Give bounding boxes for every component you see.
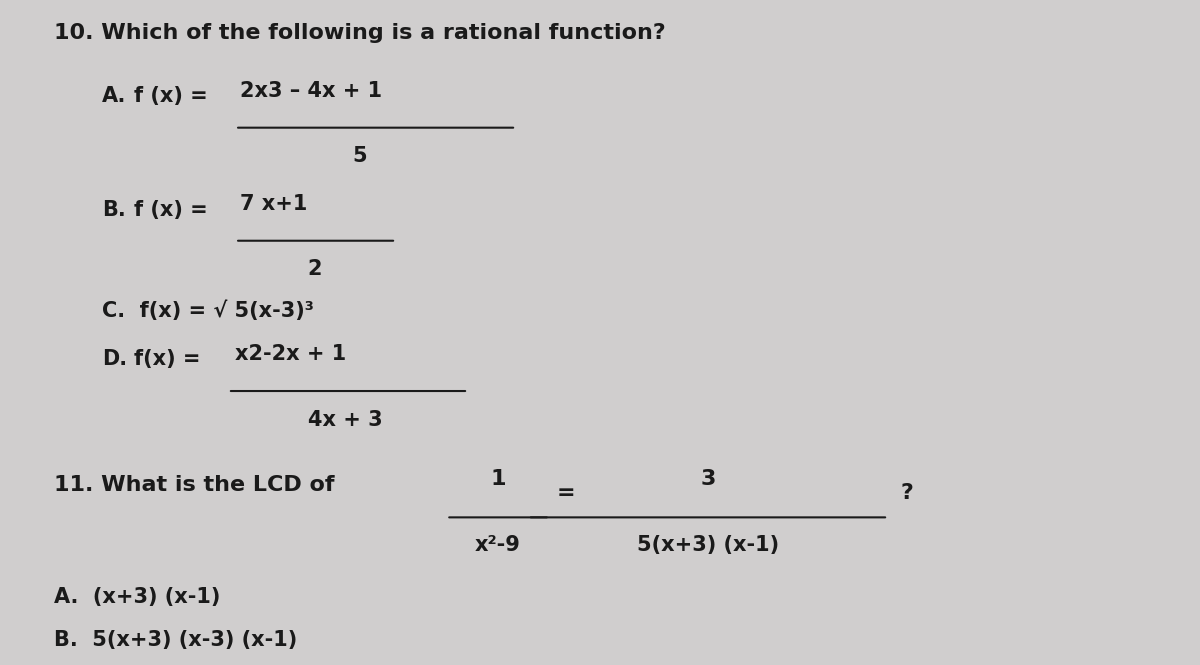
Text: 2x3 – 4x + 1: 2x3 – 4x + 1 <box>240 81 382 101</box>
Text: 1: 1 <box>491 469 505 489</box>
Text: 11. What is the LCD of: 11. What is the LCD of <box>54 475 335 495</box>
Text: C.  f(x) = √ 5(x-3)³: C. f(x) = √ 5(x-3)³ <box>102 301 314 321</box>
Text: ?: ? <box>900 483 913 503</box>
Text: =: = <box>557 483 576 503</box>
Text: f(x) =: f(x) = <box>134 349 200 369</box>
Text: f (x) =: f (x) = <box>134 86 208 106</box>
Text: 4x + 3: 4x + 3 <box>308 410 383 430</box>
Text: B.: B. <box>102 200 126 219</box>
Text: 3: 3 <box>701 469 715 489</box>
Text: x2-2x + 1: x2-2x + 1 <box>235 344 347 364</box>
Text: A.  (x+3) (x-1): A. (x+3) (x-1) <box>54 587 221 606</box>
Text: x²-9: x²-9 <box>475 535 521 555</box>
Text: A.: A. <box>102 86 126 106</box>
Text: 5: 5 <box>353 146 367 166</box>
Text: B.  5(x+3) (x-3) (x-1): B. 5(x+3) (x-3) (x-1) <box>54 630 298 650</box>
Text: 5(x+3) (x-1): 5(x+3) (x-1) <box>637 535 779 555</box>
Text: D.: D. <box>102 349 127 369</box>
Text: 2: 2 <box>307 259 322 279</box>
Text: 10. Which of the following is a rational function?: 10. Which of the following is a rational… <box>54 23 666 43</box>
Text: f (x) =: f (x) = <box>134 200 208 219</box>
Text: 7 x+1: 7 x+1 <box>240 194 307 214</box>
